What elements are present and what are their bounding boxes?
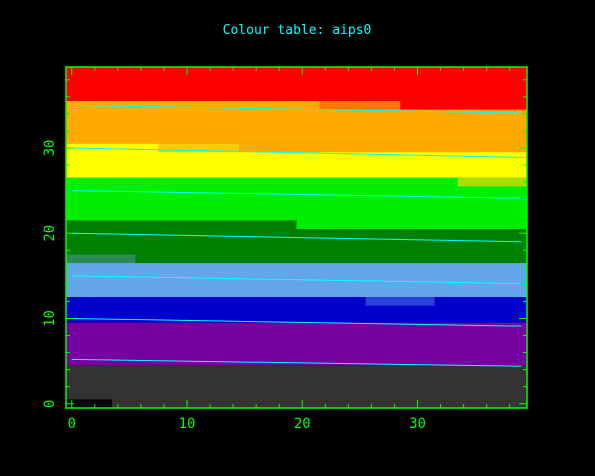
- boundary-cell-left-2: [66, 323, 204, 332]
- boundary-cell-right-6: [458, 178, 527, 187]
- boundary-cell-right-3: [435, 297, 527, 306]
- boundary-cell-right-5: [297, 220, 528, 229]
- x-tick-label: 0: [68, 416, 76, 432]
- colour-band-9: [66, 67, 527, 101]
- y-tick-label: 20: [42, 225, 58, 242]
- boundary-cell-right-2: [204, 323, 527, 332]
- boundary-cell-left-3: [66, 297, 366, 306]
- boundary-cell-right-7: [239, 144, 527, 153]
- y-tick-label: 30: [42, 140, 58, 157]
- boundary-cell-left-4: [66, 255, 135, 264]
- boundary-cell-left-5: [66, 220, 297, 229]
- boundary-cell-right-8: [400, 101, 527, 110]
- chart-title: Colour table: aips0: [223, 23, 372, 38]
- x-tick-label: 20: [294, 416, 311, 432]
- y-tick-label: 10: [42, 310, 58, 327]
- x-tick-label: 10: [179, 416, 196, 432]
- boundary-cell-mid-8: [320, 101, 401, 110]
- boundary-cell-left-6: [66, 178, 458, 187]
- boundary-cell-right-1: [112, 399, 527, 408]
- x-tick-label: 30: [409, 416, 426, 432]
- y-tick-label: 0: [42, 400, 58, 408]
- boundary-cell-mid-3: [366, 297, 435, 306]
- boundary-cell-right-4: [135, 255, 527, 264]
- boundary-cell-left-8: [66, 101, 320, 110]
